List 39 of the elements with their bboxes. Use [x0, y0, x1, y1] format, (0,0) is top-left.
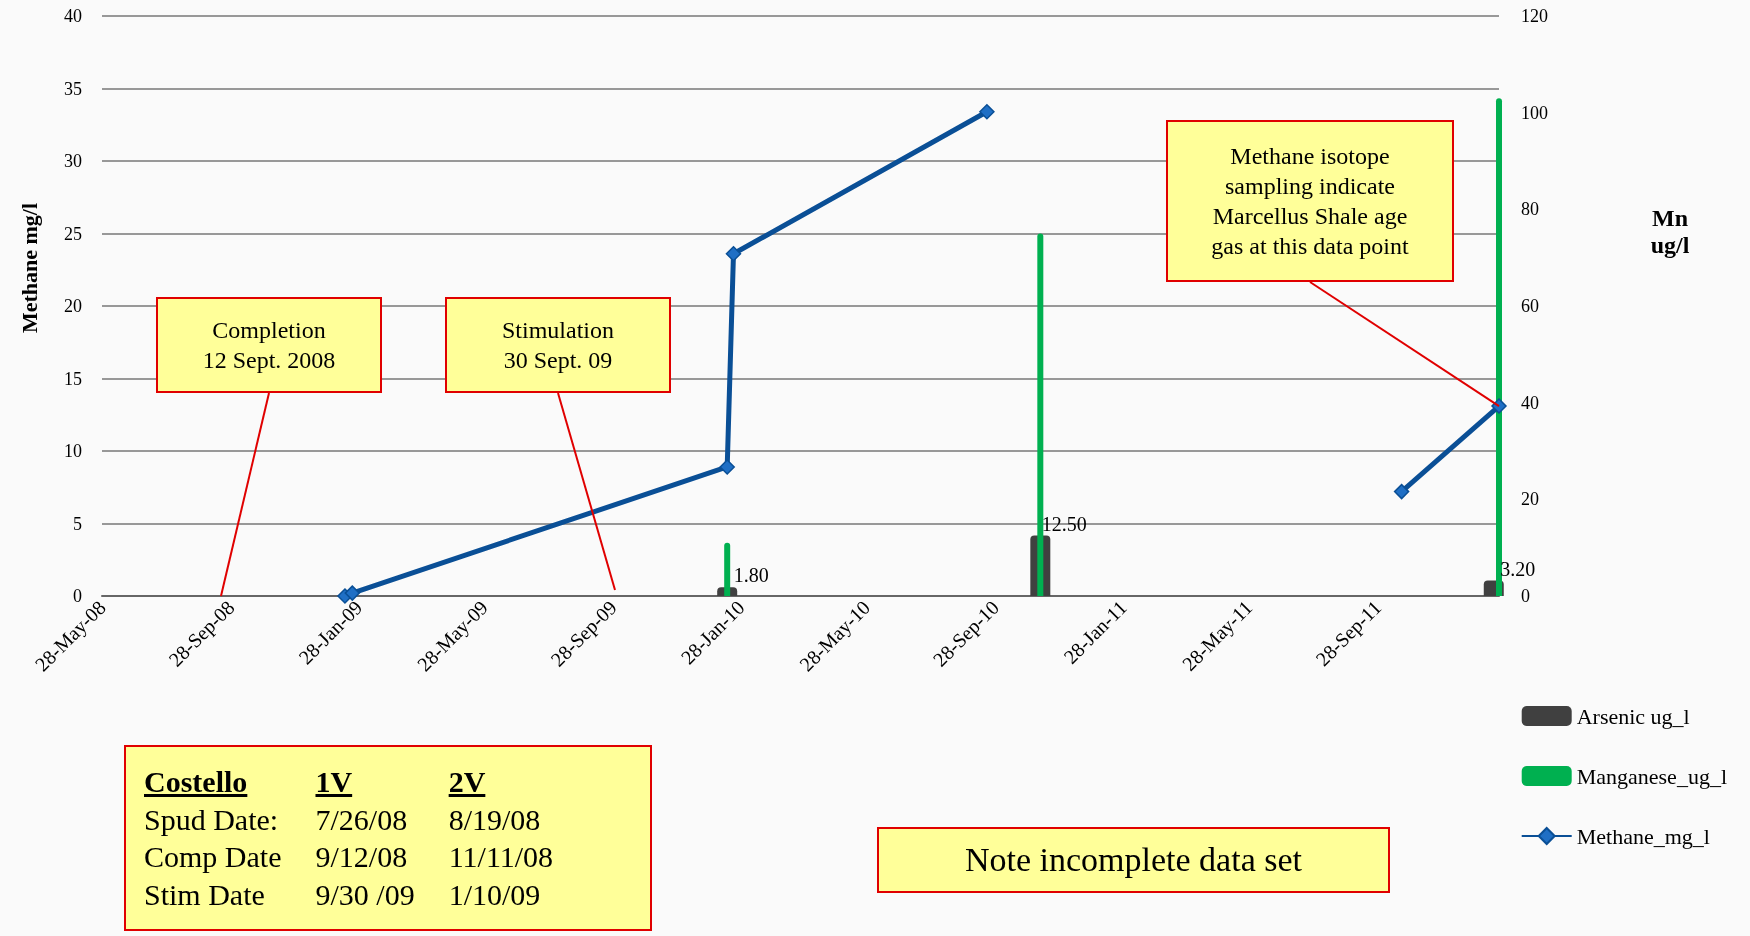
y-axis-title: Methane mg/l — [17, 201, 43, 336]
y2-tick-label: 20 — [1521, 489, 1539, 510]
point — [979, 103, 995, 120]
point — [725, 246, 742, 262]
data-label: 1.80 — [733, 564, 769, 587]
y-tick-label: 5 — [73, 513, 82, 534]
y2-tick-label: 40 — [1521, 392, 1539, 413]
y2-tick-label: 120 — [1521, 6, 1548, 26]
legend-label: Methane_mg_l — [1576, 823, 1710, 849]
callout-box: Completion 12 Sept. 2008 — [156, 297, 382, 393]
y2-axis-title: Mn ug/l — [1649, 205, 1691, 259]
legend-label: Manganese_ug_l — [1576, 763, 1727, 789]
callout-box: Methane isotope sampling indicate Marcellus Shale age gas at this data point — [1166, 120, 1454, 282]
annotation: Methane isotope sampling indicate Marcellus Shale age gas at this data point — [1210, 142, 1410, 261]
legend-label: Arsenic ug_l — [1576, 703, 1690, 729]
info-table-box: Costello 1V 2V Spud Date: 7/26/08 8/19/08 Comp Date 9/12/08 11/11/08 Stim Date 9/30 /09 1/10/09 — [124, 745, 652, 931]
y-tick-label: 0 — [73, 586, 82, 606]
note-box: Note incomplete data set — [877, 827, 1390, 893]
y2-tick-label: 80 — [1521, 199, 1539, 220]
point — [344, 585, 361, 601]
annotation: Stimulation 30 Sept. 09 — [501, 316, 615, 375]
y-tick-label: 15 — [64, 368, 82, 389]
bar — [724, 542, 731, 596]
y2-tick-label: 0 — [1521, 586, 1530, 606]
annotation: Completion 12 Sept. 2008 — [201, 316, 337, 375]
bar — [1496, 98, 1502, 596]
y-tick-label: 20 — [64, 296, 82, 316]
callout-box: Stimulation 30 Sept. 09 — [445, 297, 671, 393]
y-tick-label: 30 — [64, 151, 82, 171]
y2-tick-label: 60 — [1521, 296, 1539, 316]
point — [1393, 483, 1410, 500]
y-tick-label: 35 — [64, 78, 82, 99]
y-tick-label: 25 — [64, 223, 82, 244]
y-tick-label: 10 — [64, 441, 82, 461]
y2-tick-label: 100 — [1521, 102, 1548, 123]
bar — [1037, 233, 1044, 596]
point — [719, 459, 735, 475]
data-label: 12.50 — [1041, 512, 1087, 535]
y-tick-label: 40 — [64, 6, 82, 26]
